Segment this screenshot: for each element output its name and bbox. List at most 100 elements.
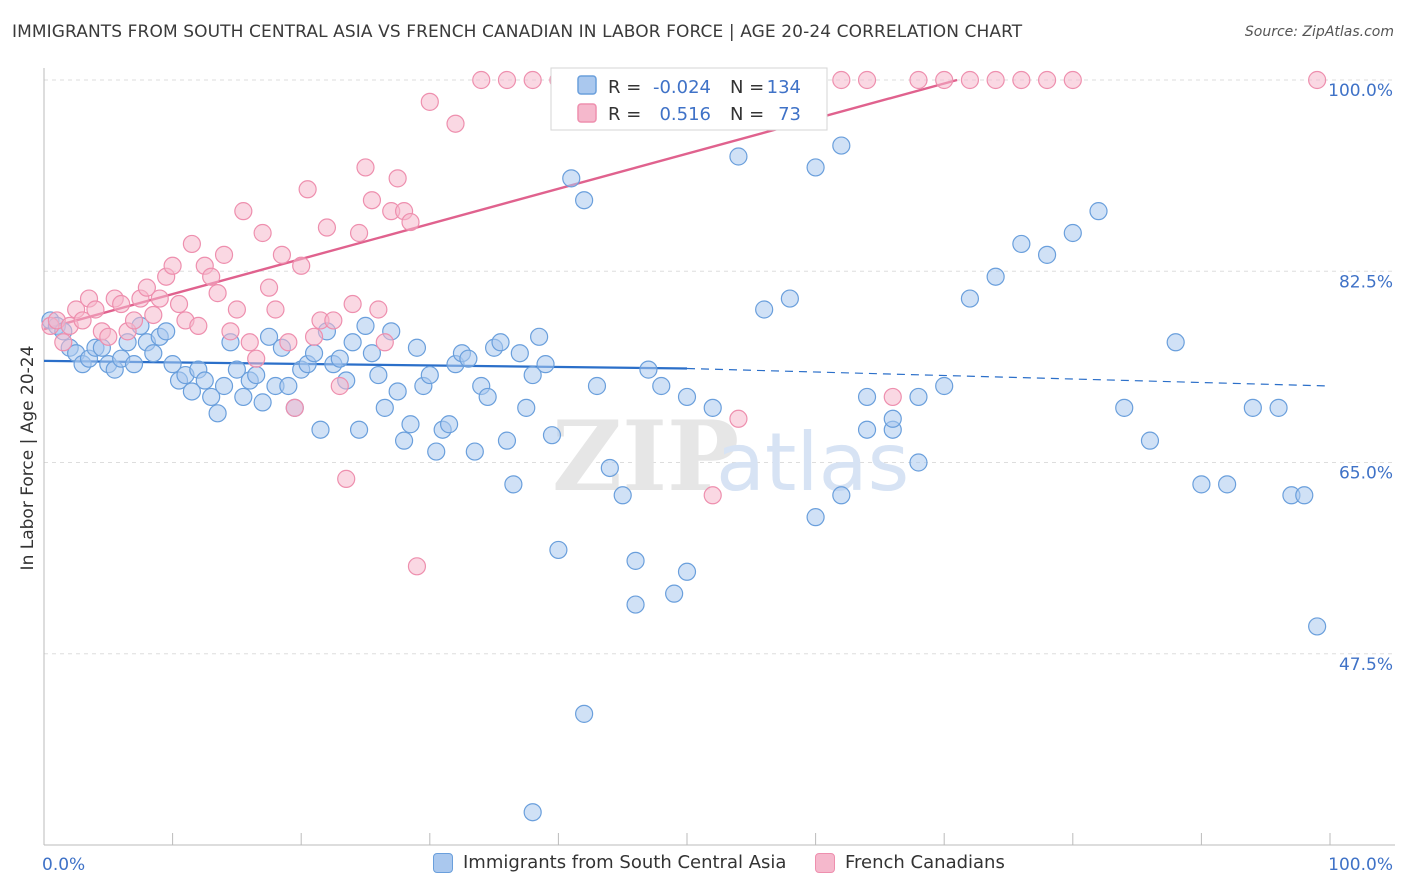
legend-item-south-central-asia[interactable]: Immigrants from South Central Asia <box>433 852 786 873</box>
point-blue-83 <box>600 458 619 478</box>
point-pink-22 <box>182 234 201 254</box>
point-pink-30 <box>234 202 253 221</box>
point-blue-105 <box>1089 202 1108 221</box>
point-blue-57 <box>407 338 427 357</box>
point-blue-54 <box>388 382 407 401</box>
point-blue-45 <box>330 349 349 368</box>
legend-n-value-2: 73 <box>778 104 801 125</box>
point-pink-28 <box>221 322 240 341</box>
y-axis-label: In Labor Force | Age 20-24 <box>18 346 38 571</box>
point-blue-121 <box>806 508 825 527</box>
point-pink-81 <box>1012 70 1031 90</box>
point-blue-30 <box>234 387 253 407</box>
point-blue-59 <box>420 365 439 385</box>
point-blue-117 <box>523 803 542 822</box>
x-tick-label-1: 100.0% <box>1328 855 1393 875</box>
point-blue-123 <box>857 420 877 439</box>
point-blue-110 <box>1218 475 1237 494</box>
point-blue-79 <box>549 540 568 560</box>
point-blue-73 <box>510 344 529 363</box>
point-blue-115 <box>1308 617 1327 636</box>
point-blue-33 <box>253 393 272 412</box>
point-pink-7 <box>86 300 105 319</box>
point-pink-49 <box>356 158 375 177</box>
point-pink-56 <box>401 212 420 232</box>
point-blue-92 <box>755 300 774 319</box>
point-blue-98 <box>909 453 928 472</box>
point-pink-36 <box>272 245 292 264</box>
point-blue-51 <box>369 365 388 385</box>
point-blue-80 <box>562 169 581 188</box>
point-pink-70 <box>729 409 748 428</box>
point-blue-65 <box>459 349 478 368</box>
legend-label-french-canadians: French Canadians <box>845 852 1005 873</box>
point-pink-9 <box>99 327 118 346</box>
point-pink-78 <box>935 70 954 90</box>
point-pink-25 <box>202 267 221 286</box>
point-pink-44 <box>324 311 343 330</box>
point-blue-29 <box>227 360 246 379</box>
point-blue-103 <box>1037 245 1057 264</box>
axes <box>43 68 1395 846</box>
point-pink-46 <box>337 469 356 488</box>
point-pink-60 <box>472 70 491 90</box>
point-pink-40 <box>298 180 317 199</box>
point-pink-74 <box>832 70 851 90</box>
legend-n-label-1: N = <box>730 77 764 98</box>
point-pink-75 <box>857 70 877 90</box>
point-blue-96 <box>857 387 877 407</box>
point-pink-41 <box>304 327 324 346</box>
watermark-atlas: atlas <box>716 416 909 509</box>
point-blue-70 <box>491 333 510 352</box>
point-pink-33 <box>253 223 272 243</box>
point-pink-69 <box>703 486 722 505</box>
point-blue-107 <box>1140 431 1160 450</box>
point-blue-75 <box>523 365 542 385</box>
point-blue-26 <box>208 404 227 423</box>
point-blue-89 <box>677 387 697 407</box>
point-blue-76 <box>530 327 549 346</box>
trend-line-blue <box>43 359 688 370</box>
point-blue-13 <box>124 355 144 374</box>
y-tick-label-3: 47.5% <box>1339 655 1393 675</box>
point-pink-79 <box>960 70 980 90</box>
point-pink-84 <box>1308 70 1327 90</box>
point-pink-32 <box>247 349 266 368</box>
point-pink-77 <box>909 70 928 90</box>
point-pink-61 <box>497 70 517 90</box>
point-blue-99 <box>935 376 954 396</box>
point-pink-48 <box>349 223 369 243</box>
source-credit: Source: ZipAtlas.com <box>1244 24 1394 40</box>
point-pink-50 <box>362 191 382 210</box>
point-blue-49 <box>356 316 375 335</box>
point-pink-52 <box>375 333 394 352</box>
point-blue-114 <box>1295 486 1314 505</box>
legend-item-french-canadians[interactable]: French Canadians <box>815 852 1005 873</box>
y-tick-label-2: 65.0% <box>1339 464 1393 484</box>
legend-label-south-central-asia: Immigrants from South Central Asia <box>463 852 787 873</box>
point-blue-66 <box>465 442 484 461</box>
point-blue-111 <box>1243 398 1262 417</box>
point-blue-106 <box>1115 398 1134 417</box>
point-blue-87 <box>652 376 671 396</box>
data-points <box>41 70 1327 822</box>
point-pink-37 <box>279 333 298 352</box>
point-blue-19 <box>163 355 182 374</box>
point-pink-17 <box>150 289 169 308</box>
point-pink-57 <box>407 557 427 576</box>
point-blue-78 <box>542 426 562 445</box>
point-blue-22 <box>182 382 201 401</box>
point-pink-83 <box>1063 70 1082 90</box>
point-blue-120 <box>677 562 697 581</box>
point-blue-47 <box>343 333 362 352</box>
point-blue-85 <box>626 551 645 570</box>
point-blue-100 <box>960 289 980 308</box>
legend-swatch-south-central-asia <box>433 852 453 873</box>
legend-r-label-1: R = <box>608 77 641 98</box>
point-blue-119 <box>626 595 645 614</box>
point-pink-23 <box>189 316 208 335</box>
point-blue-104 <box>1063 223 1082 243</box>
point-pink-80 <box>986 70 1005 90</box>
chart-title: IMMIGRANTS FROM SOUTH CENTRAL ASIA VS FR… <box>12 22 1023 42</box>
point-blue-86 <box>639 360 658 379</box>
